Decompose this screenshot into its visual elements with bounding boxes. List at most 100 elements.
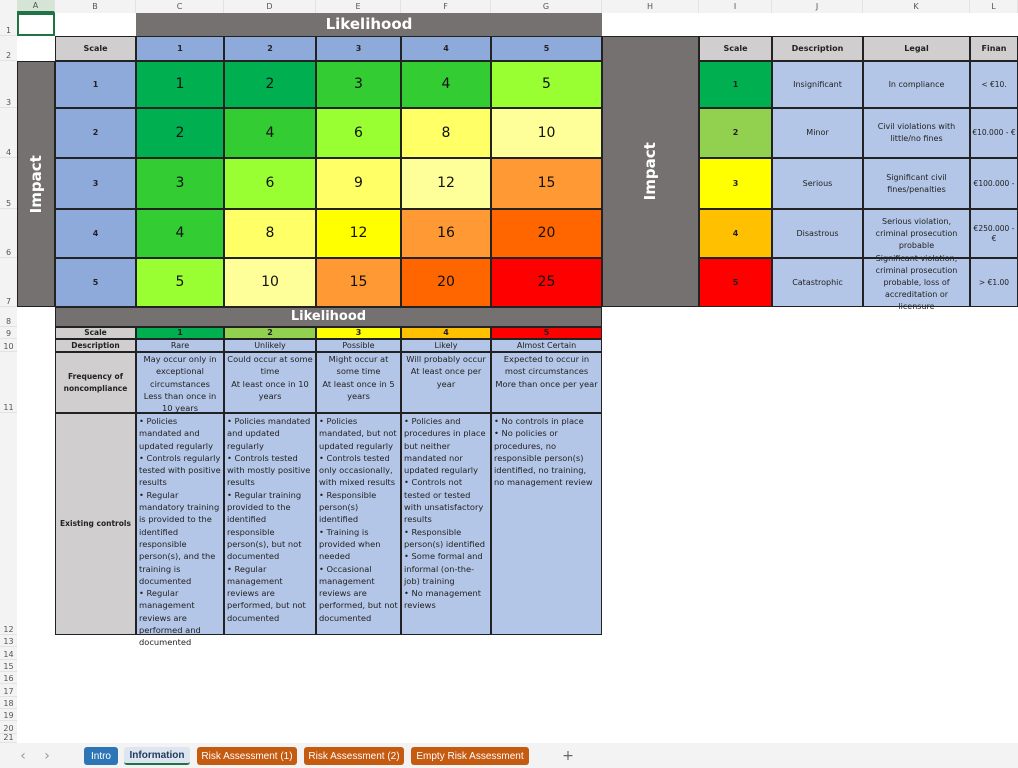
column-header[interactable]: I — [699, 0, 772, 13]
row-header[interactable]: 8 — [0, 307, 17, 327]
likelihood-scale-color: 5 — [491, 327, 602, 339]
sheet-tab[interactable]: Risk Assessment (1) — [197, 747, 297, 765]
risk-score-cell[interactable]: 5 — [136, 258, 224, 307]
sheet-tab[interactable]: Risk Assessment (2) — [304, 747, 404, 765]
risk-score-cell[interactable]: 12 — [401, 158, 491, 209]
column-header[interactable]: K — [863, 0, 970, 13]
impact-description-cell: Catastrophic — [772, 258, 863, 307]
likelihood-frequency: Might occur at some time At least once i… — [316, 352, 401, 413]
impact-scale-color: 5 — [699, 258, 772, 307]
likelihood-table-header: Likelihood — [55, 307, 602, 327]
impact-table-header: Description — [772, 36, 863, 61]
likelihood-description: Rare — [136, 339, 224, 352]
row-header[interactable]: 5 — [0, 158, 17, 209]
impact-table-header: Finan — [970, 36, 1018, 61]
row-header[interactable]: 11 — [0, 352, 17, 413]
prev-sheet-button[interactable]: ‹ — [20, 747, 26, 764]
row-header[interactable]: 6 — [0, 209, 17, 258]
likelihood-scale-cell: 4 — [401, 36, 491, 61]
likelihood-scale-cell: 2 — [224, 36, 316, 61]
row-header[interactable]: 20 — [0, 721, 17, 734]
risk-score-cell[interactable]: 2 — [136, 108, 224, 158]
column-header[interactable]: H — [602, 0, 699, 13]
impact-side-header: Impact — [602, 36, 699, 307]
row-header[interactable]: 21 — [0, 733, 17, 743]
risk-score-cell[interactable]: 10 — [491, 108, 602, 158]
row-header[interactable]: 16 — [0, 672, 17, 684]
sheet-tab[interactable]: Information — [124, 747, 190, 765]
column-header[interactable]: D — [224, 0, 316, 13]
risk-score-cell[interactable]: 20 — [401, 258, 491, 307]
row-header[interactable]: 4 — [0, 108, 17, 158]
risk-score-cell[interactable]: 15 — [316, 258, 401, 307]
column-header[interactable]: E — [316, 0, 401, 13]
row-header[interactable]: 2 — [0, 36, 17, 61]
selected-cell-a1[interactable] — [17, 13, 55, 36]
impact-label: Impact — [26, 154, 45, 214]
risk-score-cell[interactable]: 15 — [491, 158, 602, 209]
column-header[interactable]: F — [401, 0, 491, 13]
row-header[interactable]: 17 — [0, 684, 17, 697]
select-all-corner[interactable] — [0, 0, 17, 13]
risk-score-cell[interactable]: 4 — [401, 61, 491, 108]
risk-score-cell[interactable]: 10 — [224, 258, 316, 307]
risk-score-cell[interactable]: 8 — [401, 108, 491, 158]
impact-description-cell: Disastrous — [772, 209, 863, 258]
impact-financial-cell: €250.000 - € — [970, 209, 1018, 258]
column-header[interactable]: L — [970, 0, 1018, 13]
row-header[interactable]: 1 — [0, 13, 17, 36]
column-header[interactable]: J — [772, 0, 863, 13]
column-header[interactable]: C — [136, 0, 224, 13]
column-header[interactable]: G — [491, 0, 602, 13]
risk-score-cell[interactable]: 12 — [316, 209, 401, 258]
column-header[interactable]: A — [17, 0, 55, 13]
risk-score-cell[interactable]: 6 — [316, 108, 401, 158]
row-header[interactable]: 3 — [0, 61, 17, 108]
row-header[interactable]: 12 — [0, 413, 17, 635]
impact-table-header: Scale — [699, 36, 772, 61]
row-header[interactable]: 7 — [0, 258, 17, 307]
risk-score-cell[interactable]: 3 — [136, 158, 224, 209]
risk-score-cell[interactable]: 16 — [401, 209, 491, 258]
row-header[interactable]: 10 — [0, 339, 17, 352]
row-header[interactable]: 19 — [0, 709, 17, 721]
likelihood-existing-controls: • Policies mandated and updated regularl… — [136, 413, 224, 647]
likelihood-description: Unlikely — [224, 339, 316, 352]
impact-scale-cell: 5 — [55, 258, 136, 307]
row-header[interactable]: 18 — [0, 697, 17, 709]
impact-legal-cell: Significant civil fines/penalties — [863, 158, 970, 209]
sheet-tab-bar: ‹ › Intro Information Risk Assessment (1) R… — [0, 743, 1018, 768]
row-header[interactable]: 14 — [0, 647, 17, 660]
row-header[interactable]: 13 — [0, 635, 17, 647]
risk-score-cell[interactable]: 2 — [224, 61, 316, 108]
impact-side-label: Impact — [641, 142, 660, 201]
next-sheet-button[interactable]: › — [44, 747, 50, 764]
impact-scale-cell: 1 — [55, 61, 136, 108]
sheet-tab[interactable]: Empty Risk Assessment — [411, 747, 529, 765]
risk-score-cell[interactable]: 3 — [316, 61, 401, 108]
impact-financial-cell: < €10. — [970, 61, 1018, 108]
likelihood-header: Likelihood — [136, 13, 602, 36]
risk-score-cell[interactable]: 4 — [224, 108, 316, 158]
likelihood-description: Almost Certain — [491, 339, 602, 352]
impact-scale-color: 2 — [699, 108, 772, 158]
likelihood-scale-color: 1 — [136, 327, 224, 339]
risk-score-cell[interactable]: 25 — [491, 258, 602, 307]
row-header[interactable]: 15 — [0, 660, 17, 672]
add-sheet-button[interactable]: + — [562, 747, 574, 764]
risk-score-cell[interactable]: 9 — [316, 158, 401, 209]
risk-score-cell[interactable]: 1 — [136, 61, 224, 108]
risk-score-cell[interactable]: 5 — [491, 61, 602, 108]
impact-description-cell: Minor — [772, 108, 863, 158]
likelihood-frequency: May occur only in exceptional circumstan… — [136, 352, 224, 413]
risk-score-cell[interactable]: 6 — [224, 158, 316, 209]
sheet-tab[interactable]: Intro — [84, 747, 118, 765]
row-header[interactable]: 9 — [0, 327, 17, 339]
impact-scale-cell: 4 — [55, 209, 136, 258]
impact-description-cell: Serious — [772, 158, 863, 209]
risk-score-cell[interactable]: 8 — [224, 209, 316, 258]
column-header[interactable]: B — [55, 0, 136, 13]
risk-score-cell[interactable]: 20 — [491, 209, 602, 258]
risk-score-cell[interactable]: 4 — [136, 209, 224, 258]
likelihood-description: Possible — [316, 339, 401, 352]
